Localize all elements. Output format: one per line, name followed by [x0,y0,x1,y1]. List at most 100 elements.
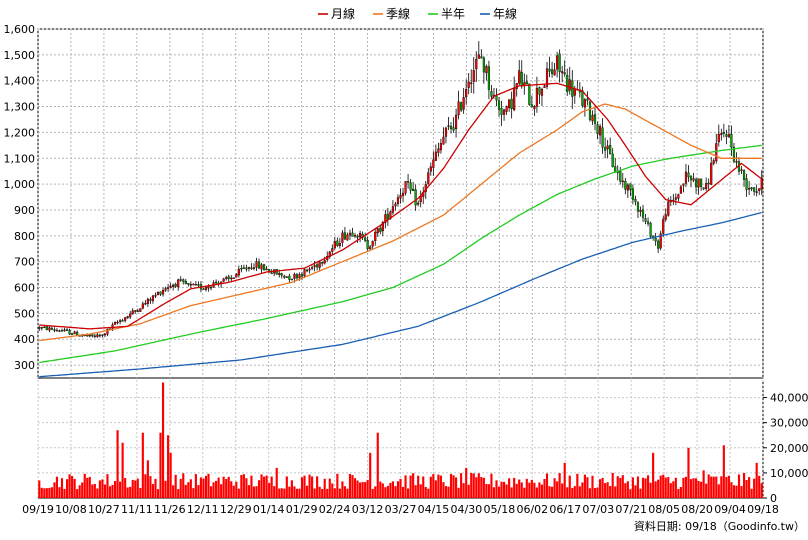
candle-body [629,183,632,190]
volume-bar [523,487,526,498]
volume-bar [639,488,642,498]
candle-body [750,187,753,190]
volume-bar [591,475,594,498]
candle-body [321,262,324,264]
volume-bar [366,479,369,498]
volume-bar [83,473,86,498]
candle-body [376,228,379,234]
volume-bar [513,477,516,498]
volume-bar [391,481,394,498]
candle-body [684,171,688,184]
volume-bar [212,482,215,498]
volume-bar [462,483,465,498]
candle-body [313,265,316,268]
volume-bar [455,477,458,498]
volume-bar [755,462,758,498]
volume-bar [222,476,225,498]
candle-body [598,126,602,136]
volume-bar [561,483,564,498]
candle-body [649,222,652,237]
volume-bar [657,479,660,498]
volume-bar [81,482,84,498]
volume-bar [111,484,114,498]
volume-bar [161,382,165,498]
volume-bar [601,477,604,498]
candle-body [124,317,127,321]
legend-item: 月線 [318,6,355,21]
legend-label: 年線 [493,6,517,21]
volume-bar [197,485,200,498]
candle-body [566,74,569,93]
volume-bar [48,487,51,498]
volume-bar [328,478,331,498]
volume-bar [242,474,245,498]
volume-bar [318,486,321,498]
volume-bar [174,474,177,498]
ma-quarter-line [39,103,762,342]
candle-body [500,108,503,115]
volume-bar [439,475,442,498]
volume-bar [528,482,531,498]
volume-bar [250,475,253,498]
candle-body [177,279,180,288]
volume-bar [485,483,488,498]
candle-body [371,241,374,247]
candle-body [333,241,336,249]
candle-body [689,176,693,181]
volume-bar [644,478,647,498]
candle-body [250,267,253,269]
candle-body [439,143,443,151]
candle-body [290,278,293,281]
volume-bar [500,481,503,498]
volume-bar [720,476,723,498]
candle-body [742,170,746,180]
volume-bar [65,479,69,498]
candle-body [609,144,612,155]
candle-body [568,79,571,91]
candle-body [189,284,192,286]
candle-body [316,264,319,268]
candle-body [561,71,564,74]
volume-bar [45,488,48,498]
volume-bar [748,477,751,498]
candle-body [427,172,430,184]
candle-body [624,180,627,190]
date-tick-label: 06/17 [549,503,581,516]
candle-body [705,183,708,189]
volume-bar [682,477,685,498]
candle-body [311,267,314,269]
volume-bar [722,445,725,498]
candle-body [53,329,56,331]
candle-body [293,274,296,279]
candle-body [156,292,160,296]
volume-bar [737,474,741,498]
candle-body [465,88,468,98]
volume-bar [457,487,460,498]
candle-body [581,90,584,106]
candle-body [543,85,546,88]
volume-bar [407,488,410,498]
candle-body [518,70,521,84]
date-tick-label: 01/14 [253,503,285,516]
candle-body [636,202,640,212]
volume-bar [472,473,475,498]
volume-bar [634,485,637,498]
candle-body [55,329,59,332]
volume-bar [348,473,352,498]
volume-bar [341,481,344,498]
candle-body [364,237,367,241]
volume-bar [144,474,147,498]
volume-bar [225,479,228,498]
volume-bar [631,477,634,498]
candle-body [513,88,516,111]
candle-body [487,66,490,90]
candle-body [550,69,554,74]
volume-bar [356,480,359,498]
volume-bar [273,486,276,498]
candle-body [48,327,51,331]
volume-bar [154,478,157,498]
volume-bar [192,488,195,498]
volume-bar [687,447,690,498]
candle-body [556,55,559,70]
volume-bar [240,475,243,498]
